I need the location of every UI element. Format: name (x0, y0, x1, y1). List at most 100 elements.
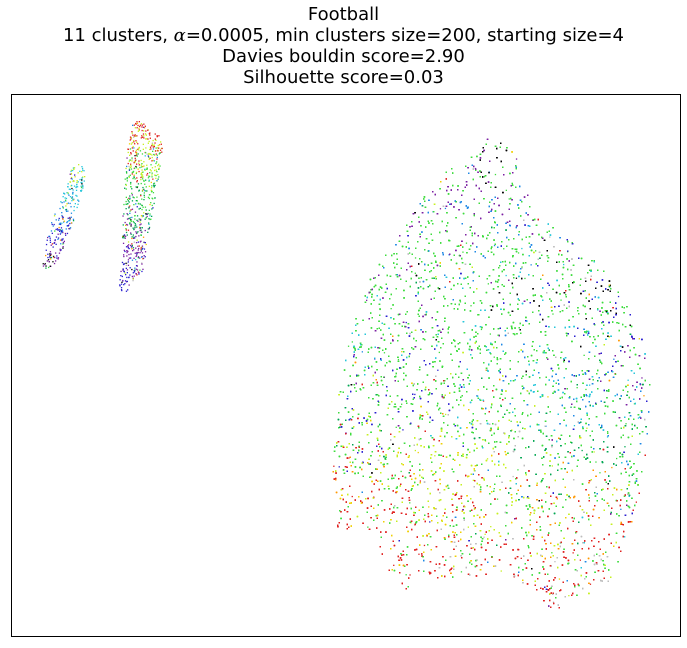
scatter-point (586, 427, 588, 429)
scatter-point (70, 176, 73, 179)
scatter-point (69, 196, 72, 198)
scatter-point (130, 222, 132, 224)
scatter-point (158, 176, 160, 178)
scatter-point (45, 254, 47, 257)
scatter-point (135, 268, 138, 270)
scatter-point (76, 195, 78, 197)
scatter-point (131, 216, 133, 219)
scatter-point (142, 247, 144, 249)
scatter-point (69, 173, 71, 175)
scatter-point (49, 257, 51, 259)
scatter-point (140, 215, 143, 217)
scatter-point (42, 265, 45, 267)
scatter-point (53, 242, 55, 244)
scatter-point (44, 263, 46, 266)
scatter-point (128, 168, 131, 170)
scatter-point (140, 123, 143, 125)
scatter-point (135, 232, 138, 235)
scatter-point (137, 143, 139, 145)
scatter-point (68, 194, 70, 196)
scatter-point (144, 155, 146, 157)
scatter-point (81, 179, 83, 181)
scatter-point (130, 223, 132, 226)
scatter-point (46, 260, 48, 262)
scatter-point (402, 429, 404, 431)
scatter-point (147, 212, 149, 215)
scatter-point (145, 243, 147, 246)
scatter-point (58, 252, 61, 254)
scatter-point (154, 154, 156, 156)
scatter-point (134, 161, 136, 163)
scatter-point (140, 234, 142, 236)
scatter-point (142, 176, 144, 178)
scatter-point (152, 148, 155, 150)
scatter-point (79, 178, 81, 181)
scatter-point (123, 255, 125, 258)
scatter-point (483, 536, 485, 538)
scatter-point (82, 169, 84, 171)
scatter-point (60, 227, 63, 229)
scatter-point (159, 152, 161, 154)
scatter-point (138, 189, 140, 191)
scatter-point (148, 194, 151, 196)
scatter-point (149, 218, 151, 221)
scatter-point (148, 140, 150, 143)
scatter-point (53, 256, 55, 259)
scatter-point (131, 236, 133, 238)
scatter-point (137, 256, 140, 258)
scatter-point (144, 169, 146, 171)
scatter-point (57, 229, 59, 231)
scatter-point (515, 277, 518, 279)
scatter-point (143, 196, 146, 198)
scatter-point (429, 521, 431, 523)
scatter-point (348, 457, 350, 459)
scatter-point (144, 168, 146, 170)
scatter-point (141, 252, 144, 254)
scatter-point (552, 313, 554, 315)
scatter-point (60, 232, 62, 234)
scatter-point (63, 221, 65, 223)
scatter-point (72, 220, 75, 222)
scatter-point (393, 564, 395, 566)
scatter-point (128, 143, 131, 145)
scatter-point (129, 166, 131, 169)
scatter-point (144, 218, 146, 220)
scatter-point (144, 125, 146, 127)
scatter-point (595, 461, 597, 463)
scatter-point (126, 157, 128, 159)
scatter-point (137, 202, 140, 205)
scatter-point (125, 281, 128, 283)
scatter-point (62, 206, 64, 208)
scatter-point (156, 156, 158, 159)
scatter-point (49, 239, 51, 241)
scatter-point (125, 290, 128, 292)
scatter-point (493, 356, 495, 358)
scatter-point (153, 153, 155, 156)
scatter-point (139, 207, 141, 209)
scatter-point (130, 137, 133, 139)
scatter-point (125, 196, 127, 198)
scatter-point (484, 440, 487, 442)
scatter-point (428, 393, 431, 395)
scatter-point (132, 145, 134, 148)
scatter-point (131, 158, 133, 160)
scatter-point (61, 215, 64, 218)
scatter-point (132, 272, 134, 274)
scatter-point (150, 189, 152, 191)
scatter-point (143, 179, 145, 182)
scatter-point (146, 213, 148, 215)
scatter-point (61, 239, 63, 242)
scatter-point (134, 127, 136, 129)
scatter-point (64, 193, 66, 195)
scatter-point (123, 203, 125, 206)
scatter-point (139, 227, 141, 230)
scatter-point (135, 255, 137, 258)
scatter-point (139, 257, 141, 259)
scatter-point (140, 227, 142, 229)
scatter-point (152, 144, 154, 146)
scatter-point (141, 175, 143, 177)
scatter-point (49, 251, 52, 253)
scatter-point (57, 257, 60, 259)
scatter-point (130, 220, 133, 222)
scatter-point (135, 186, 137, 188)
